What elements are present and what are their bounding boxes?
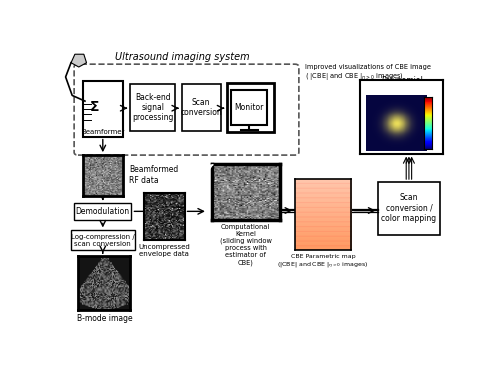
FancyBboxPatch shape <box>71 230 134 250</box>
Text: Beamformed
RF data: Beamformed RF data <box>129 165 178 184</box>
FancyBboxPatch shape <box>130 84 175 131</box>
Text: Demodulation: Demodulation <box>76 207 130 216</box>
FancyBboxPatch shape <box>74 203 132 220</box>
Text: CBE Parametric map
(|CBE| and CBE |$_{\eta>0}$ images): CBE Parametric map (|CBE| and CBE |$_{\e… <box>277 254 368 270</box>
Text: Log-compression /
scan conversion: Log-compression / scan conversion <box>71 234 134 247</box>
FancyBboxPatch shape <box>82 81 124 137</box>
Text: Improved visualizations of CBE image
( |CBE| and CBE |$_{\eta>0}$ images): Improved visualizations of CBE image ( |… <box>304 64 430 83</box>
FancyBboxPatch shape <box>182 84 220 131</box>
Text: Scan
conversion /
color mapping: Scan conversion / color mapping <box>382 193 436 223</box>
Text: Beamformer: Beamformer <box>81 129 124 135</box>
Text: Polynomial
approximation: Polynomial approximation <box>374 76 430 95</box>
Text: Monitor: Monitor <box>234 103 264 112</box>
Text: Uncompressed
envelope data: Uncompressed envelope data <box>138 244 190 257</box>
Text: Computational
Kernel
(sliding window
process with
estimator of
CBE): Computational Kernel (sliding window pro… <box>220 224 272 266</box>
Text: Back-end
signal
processing: Back-end signal processing <box>132 93 173 123</box>
Text: Scan
conversion: Scan conversion <box>180 98 222 117</box>
Text: B-mode image: B-mode image <box>76 314 132 323</box>
Text: Σ: Σ <box>90 100 99 114</box>
FancyBboxPatch shape <box>227 83 274 132</box>
Polygon shape <box>71 54 86 67</box>
Text: Ultrasound imaging system: Ultrasound imaging system <box>116 52 250 62</box>
FancyBboxPatch shape <box>378 182 440 235</box>
FancyBboxPatch shape <box>231 90 267 125</box>
